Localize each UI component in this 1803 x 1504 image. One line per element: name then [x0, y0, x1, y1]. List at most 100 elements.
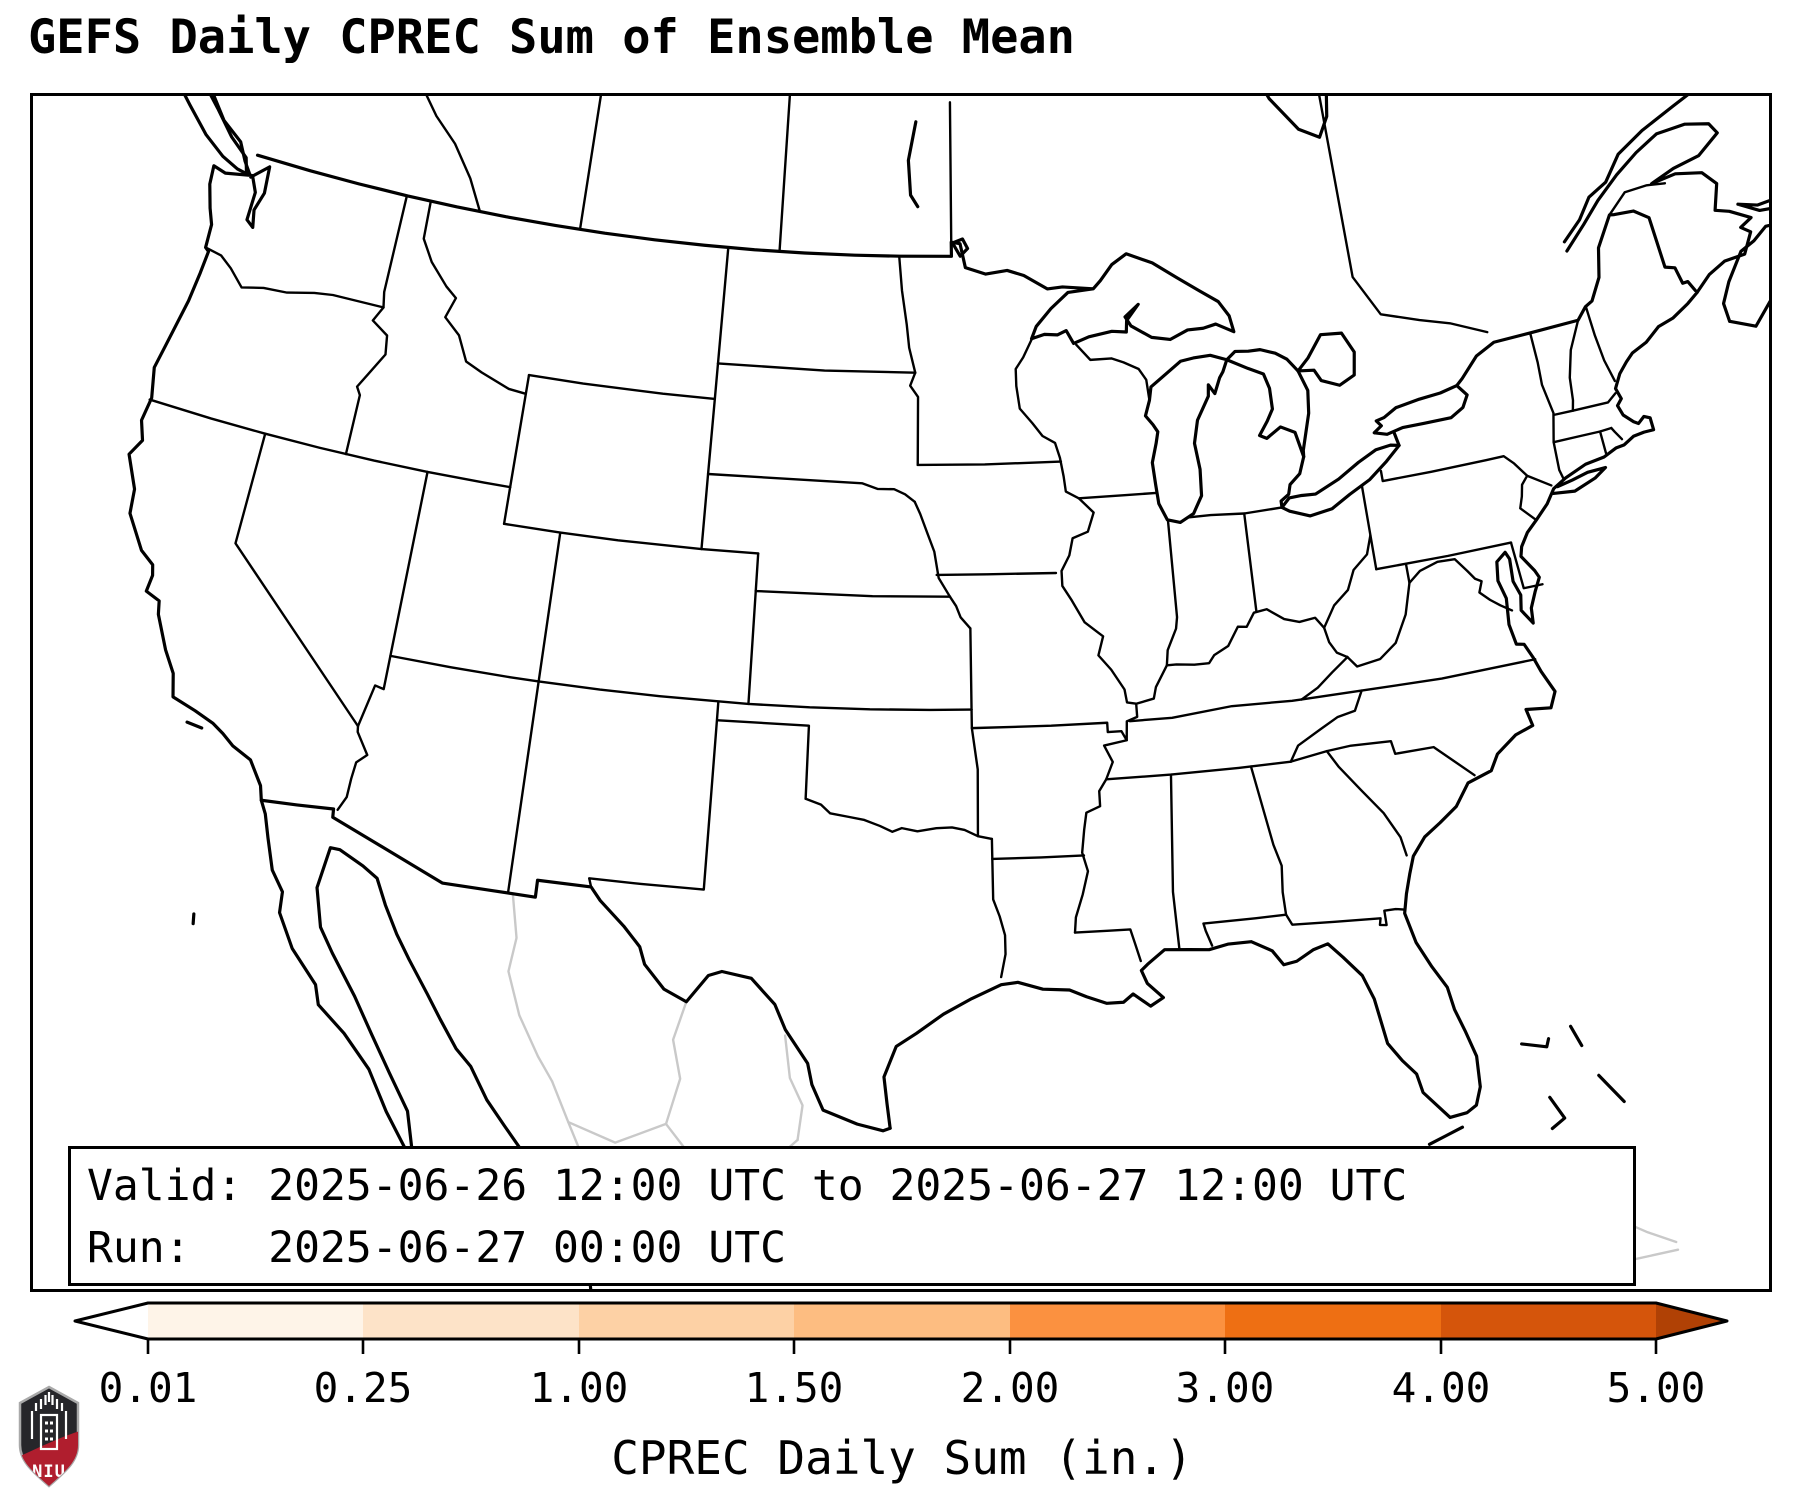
coastline-path: [1279, 455, 1306, 510]
state-boundary-path: [422, 200, 527, 395]
coastline-path: [183, 96, 249, 176]
coastline-group: [127, 96, 1769, 1289]
state-boundary-path: [747, 552, 760, 706]
coastline-path: [906, 120, 920, 209]
map-frame: [30, 93, 1772, 1292]
state-boundary-path: [508, 373, 531, 489]
state-boundary-path: [970, 708, 980, 838]
niu-logo-text: NIU: [32, 1462, 66, 1482]
state-boundary-path: [344, 194, 409, 456]
colorbar-tick-label: 0.01: [99, 1364, 198, 1412]
state-boundary-path: [1289, 689, 1363, 763]
state-boundary-path: [935, 571, 1058, 577]
state-boundary-path: [1322, 626, 1349, 659]
state-boundary-path: [1175, 506, 1284, 520]
state-boundary-path: [1375, 541, 1513, 571]
lake-path: [1225, 348, 1311, 459]
valid-run-info-box: Valid: 2025-06-26 12:00 UTC to 2025-06-2…: [68, 1146, 1636, 1286]
province-boundary-path: [1318, 96, 1489, 334]
great-lakes: [1029, 252, 1469, 525]
state-boundary-path: [916, 460, 1063, 467]
state-boundary-path: [1325, 749, 1408, 857]
state-boundary-path: [1552, 426, 1613, 444]
colorbar-segment: [579, 1303, 794, 1339]
coastline-path: [1597, 1073, 1626, 1104]
coastline-path: [1565, 122, 1753, 295]
colorbar-tick-label: 5.00: [1607, 1364, 1706, 1412]
us-map: [127, 96, 1769, 1289]
state-boundary-path: [754, 589, 952, 598]
foreign-boundary-path: [664, 1000, 688, 1150]
colorbar-tick-label: 2.00: [961, 1364, 1060, 1412]
state-boundary-path: [1346, 581, 1411, 668]
state-boundary-path: [908, 371, 920, 467]
colorbar-tick-label: 4.00: [1392, 1364, 1491, 1412]
coastline-path: [1551, 465, 1608, 495]
lake-path: [1143, 353, 1229, 525]
state-boundary-path: [1300, 655, 1349, 701]
run-time-text: Run: 2025-06-27 00:00 UTC: [87, 1223, 786, 1273]
colorbar-segment: [363, 1303, 579, 1339]
state-boundary-path: [990, 837, 1007, 979]
state-boundary-path: [148, 398, 512, 489]
coastline-path: [185, 720, 204, 730]
state-boundary-path: [1169, 773, 1181, 950]
lake-path: [1372, 383, 1469, 436]
state-boundary-path: [898, 255, 917, 374]
foreign-boundary-path: [567, 1120, 668, 1144]
state-boundary-path: [1202, 907, 1406, 947]
state-boundary-path: [700, 246, 730, 551]
coastline-path: [1265, 96, 1329, 139]
colorbar-tick-label: 3.00: [1176, 1364, 1275, 1412]
coastline-path: [1721, 223, 1769, 328]
state-boundary-path: [1358, 471, 1378, 571]
state-boundary-path: [527, 373, 717, 401]
page-title: GEFS Daily CPREC Sum of Ensemble Mean: [28, 10, 1075, 65]
state-boundary-path: [1404, 557, 1514, 612]
state-boundary-path: [356, 470, 429, 728]
colorbar-segment: [148, 1303, 363, 1339]
state-boundary-path: [970, 721, 1128, 742]
state-boundary-path: [1289, 739, 1476, 777]
lake-path: [1296, 331, 1356, 387]
state-boundary-path: [1379, 454, 1538, 534]
state-boundary-path: [1104, 760, 1293, 781]
state-boundary-path: [1077, 491, 1160, 500]
state-boundary-path: [1598, 430, 1608, 455]
coastline-path: [1391, 429, 1401, 448]
state-boundary-path: [716, 719, 811, 800]
state-boundary-path: [716, 362, 917, 374]
state-boundary-path: [948, 595, 972, 630]
coastline-path: [255, 153, 1103, 291]
state-boundary-path: [1552, 392, 1617, 417]
state-boundary-path: [1243, 512, 1258, 612]
province-boundary-path: [778, 96, 792, 253]
state-boundary-path: [1165, 518, 1179, 667]
state-boundary-path: [1134, 533, 1372, 705]
province-boundary-path: [1608, 182, 1667, 217]
state-boundary-path: [502, 522, 760, 555]
state-boundary-path: [389, 654, 973, 712]
coastline-path: [1736, 199, 1769, 213]
state-boundary-path: [1073, 928, 1142, 963]
coastline-path: [1548, 1095, 1567, 1131]
state-boundary-path: [234, 432, 369, 812]
coastline-path: [191, 912, 196, 926]
niu-logo: NIU: [16, 1384, 82, 1490]
coastline-path: [1568, 1024, 1584, 1048]
coastline-path: [950, 237, 970, 258]
castle-icon: [30, 1392, 68, 1451]
colorbar-under-arrow: [75, 1303, 148, 1339]
state-boundary-path: [1610, 426, 1624, 441]
state-boundary-path: [587, 700, 720, 891]
coastline-path: [882, 209, 1699, 1130]
colorbar-segment: [1010, 1303, 1225, 1339]
coastline-path: [1427, 1125, 1465, 1146]
lake-path: [1280, 443, 1401, 518]
province-boundary-path: [425, 96, 482, 213]
state-boundary-path: [506, 680, 540, 895]
coastline-path: [1520, 1037, 1551, 1049]
colorbar-tick-label: 1.50: [745, 1364, 844, 1412]
state-boundary-path: [913, 500, 952, 598]
colorbar-over-arrow: [1656, 1303, 1727, 1339]
